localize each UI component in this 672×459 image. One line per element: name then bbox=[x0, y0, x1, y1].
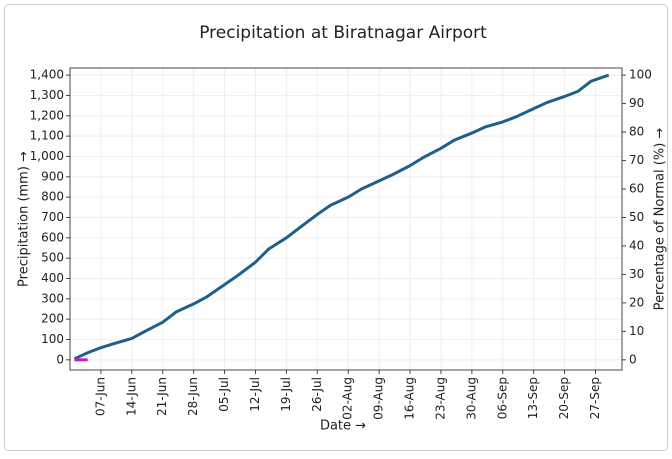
x-tick-label: 05-Jul bbox=[217, 377, 231, 412]
x-tick-label: 14-Jun bbox=[124, 377, 138, 416]
x-tick-label: 06-Sep bbox=[495, 377, 509, 419]
y-tick-label: 300 bbox=[41, 291, 64, 305]
y2-tick-label: 40 bbox=[629, 238, 644, 252]
y2-tick-label: 0 bbox=[629, 352, 637, 366]
x-tick-label: 26-Jul bbox=[310, 377, 324, 412]
x-tick-label: 28-Jun bbox=[186, 377, 200, 416]
y-tick-label: 1,200 bbox=[30, 108, 64, 122]
y-tick-label: 800 bbox=[41, 190, 64, 204]
y2-axis-label: Percentage of Normal (%) → bbox=[653, 128, 668, 311]
data-line bbox=[73, 73, 610, 361]
x-tick-label: 09-Aug bbox=[372, 377, 386, 420]
x-tick-label: 19-Jul bbox=[279, 377, 293, 412]
y-tick-label: 1,300 bbox=[30, 88, 64, 102]
y2-tick-label: 10 bbox=[629, 324, 644, 338]
y-tick-label: 1,000 bbox=[30, 149, 64, 163]
x-tick-label: 12-Jul bbox=[248, 377, 262, 412]
y-tick-label: 1,400 bbox=[30, 68, 64, 82]
x-axis-label: Date → bbox=[320, 419, 366, 434]
x-tick-label: 02-Aug bbox=[341, 377, 355, 420]
y2-tick-label: 50 bbox=[629, 210, 644, 224]
y-axis-label: Precipitation (mm) → bbox=[17, 151, 32, 287]
y-tick-label: 0 bbox=[56, 352, 64, 366]
y2-tick-label: 80 bbox=[629, 125, 644, 139]
x-tick-label: 30-Aug bbox=[464, 377, 478, 420]
y2-tick-label: 60 bbox=[629, 182, 644, 196]
x-tick-label: 16-Aug bbox=[403, 377, 417, 420]
x-tick-label: 07-Jun bbox=[93, 377, 107, 416]
y-tick-label: 1,100 bbox=[30, 129, 64, 143]
y2-tick-label: 100 bbox=[629, 68, 652, 82]
x-tick-label: 23-Aug bbox=[433, 377, 447, 420]
y2-tick-label: 30 bbox=[629, 267, 644, 281]
x-tick-label: 27-Sep bbox=[588, 377, 602, 419]
y-tick-label: 400 bbox=[41, 271, 64, 285]
y-tick-label: 700 bbox=[41, 210, 64, 224]
y-tick-label: 900 bbox=[41, 169, 64, 183]
x-tick-label: 21-Jun bbox=[155, 377, 169, 416]
y-tick-label: 500 bbox=[41, 251, 64, 265]
y-tick-label: 600 bbox=[41, 230, 64, 244]
y2-tick-label: 90 bbox=[629, 96, 644, 110]
y-tick-label: 100 bbox=[41, 332, 64, 346]
x-tick-label: 13-Sep bbox=[526, 377, 540, 419]
x-tick-label: 20-Sep bbox=[557, 377, 571, 419]
plot-border bbox=[69, 67, 623, 371]
y2-tick-label: 20 bbox=[629, 295, 644, 309]
chart-title: Precipitation at Biratnagar Airport bbox=[199, 23, 487, 43]
y2-tick-label: 70 bbox=[629, 153, 644, 167]
y-tick-label: 200 bbox=[41, 312, 64, 326]
